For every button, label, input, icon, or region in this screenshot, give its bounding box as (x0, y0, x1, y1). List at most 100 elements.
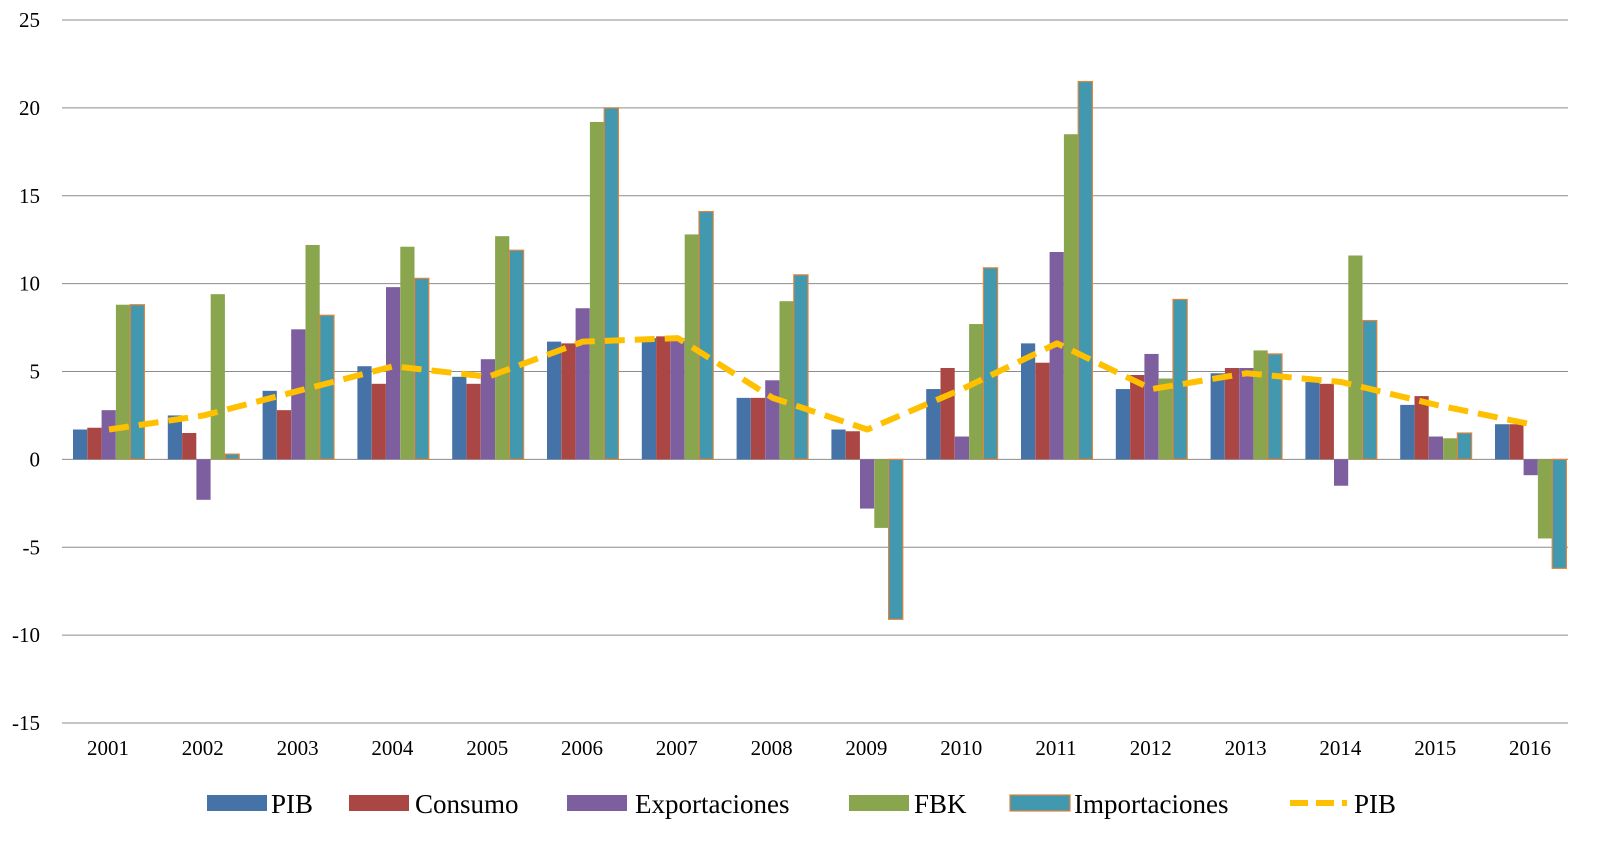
y-tick-label: 10 (19, 272, 40, 296)
bar-exportaciones-2004 (386, 287, 401, 460)
bar-importaciones-2002 (224, 453, 240, 460)
bar-pib-2012 (1115, 389, 1130, 460)
bar-consumo-2008 (750, 397, 766, 460)
bar-pib-2005 (452, 376, 467, 460)
bar-exportaciones-2014 (1334, 459, 1349, 486)
bar-pib-2006 (547, 341, 562, 460)
x-tick-label: 2010 (940, 736, 982, 760)
y-tick-label: 25 (19, 8, 40, 32)
bar-consumo-2005 (466, 383, 481, 460)
bar-pib-2003 (262, 390, 277, 460)
y-tick-label: -10 (12, 623, 40, 647)
bar-fbk-2014 (1348, 255, 1363, 460)
bar-consumo-2015 (1414, 396, 1429, 460)
x-tick-label: 2007 (656, 736, 698, 760)
bar-fbk-2004 (400, 246, 415, 460)
bar-consumo-2014 (1319, 383, 1334, 460)
y-tick-label: -15 (12, 711, 40, 735)
bar-importaciones-2006 (603, 107, 620, 460)
bar-pib-2007 (641, 338, 656, 460)
bar-consumo-2011 (1035, 362, 1050, 460)
bar-pib-2002 (167, 415, 182, 460)
bar-pib-2001 (73, 429, 88, 460)
bar-exportaciones-2009 (860, 459, 875, 509)
bar-pib-2008 (736, 397, 751, 460)
bar-fbk-2009 (874, 459, 889, 528)
x-tick-label: 2009 (845, 736, 887, 760)
x-tick-label: 2015 (1414, 736, 1456, 760)
bar-fbk-2012 (1158, 378, 1173, 460)
x-tick-label: 2008 (751, 736, 793, 760)
bar-importaciones-2016 (1551, 458, 1567, 569)
legend: PIB Consumo Exportaciones FBK Importaciones P… (207, 789, 1396, 819)
legend-label: PIB (271, 789, 313, 819)
bar-consumo-2006 (561, 343, 576, 460)
bar-exportaciones-2005 (480, 359, 495, 460)
bar-fbk-2008 (779, 301, 794, 460)
bar-exportaciones-2013 (1239, 367, 1254, 460)
x-tick-label: 2003 (277, 736, 319, 760)
y-tick-label: -5 (23, 535, 41, 559)
bar-consumo-2010 (940, 367, 955, 460)
bar-exportaciones-2010 (954, 436, 969, 460)
gridlines (62, 19, 1568, 724)
pib-line (108, 335, 1532, 433)
legend-swatch-fbk (849, 795, 909, 811)
x-tick-label: 2014 (1319, 736, 1362, 760)
bar-fbk-2003 (305, 244, 320, 460)
bar-exportaciones-2002 (196, 459, 211, 500)
bar-pib-2013 (1210, 373, 1225, 460)
bar-importaciones-2012 (1172, 298, 1188, 460)
bar-pib-2009 (831, 429, 846, 460)
bar-fbk-2011 (1063, 134, 1079, 460)
bar-fbk-2007 (684, 234, 699, 460)
line-pib (108, 335, 1532, 433)
bar-fbk-2005 (495, 236, 510, 460)
bar-exportaciones-2016 (1523, 459, 1538, 476)
bar-importaciones-2005 (508, 249, 525, 460)
x-tick-label: 2002 (182, 736, 224, 760)
bar-consumo-2007 (656, 336, 671, 460)
x-tick-label: 2016 (1509, 736, 1551, 760)
bar-importaciones-2008 (793, 274, 809, 460)
bar-consumo-2012 (1130, 375, 1145, 460)
bar-exportaciones-2008 (765, 380, 780, 460)
bar-pib-2015 (1400, 404, 1415, 460)
bar-importaciones-2007 (698, 210, 714, 460)
legend-label: FBK (914, 789, 967, 819)
bar-fbk-2002 (210, 294, 225, 460)
bar-consumo-2016 (1509, 424, 1524, 460)
x-tick-label: 2011 (1035, 736, 1076, 760)
legend-label: Exportaciones (635, 789, 789, 819)
bar-pib-2016 (1495, 424, 1510, 460)
bar-fbk-2016 (1537, 459, 1553, 539)
bar-exportaciones-2001 (101, 410, 116, 460)
bar-exportaciones-2003 (291, 329, 306, 460)
bar-importaciones-2013 (1267, 353, 1283, 460)
bar-fbk-2001 (115, 304, 131, 460)
bar-exportaciones-2011 (1049, 251, 1064, 460)
bar-importaciones-2010 (982, 267, 999, 460)
bar-consumo-2004 (371, 383, 386, 460)
bar-consumo-2013 (1224, 367, 1240, 460)
bar-importaciones-2015 (1456, 432, 1473, 460)
x-axis-tick-labels: 2001 2002 2003 2004 2005 2006 2007 2008 2009 2010… (87, 736, 1551, 760)
legend-label: Importaciones (1074, 789, 1228, 819)
y-tick-label: 15 (19, 184, 40, 208)
bar-pib-2014 (1305, 382, 1320, 460)
bar-exportaciones-2007 (670, 338, 685, 460)
legend-swatch-importaciones (1009, 794, 1071, 812)
bar-exportaciones-2006 (575, 308, 590, 460)
legend-swatch-consumo (349, 795, 409, 811)
legend-label: PIB (1354, 789, 1396, 819)
bar-importaciones-2001 (129, 304, 145, 460)
bars (73, 80, 1567, 620)
x-tick-label: 2006 (561, 736, 603, 760)
bar-exportaciones-2012 (1144, 353, 1159, 460)
x-tick-label: 2001 (87, 736, 129, 760)
bar-consumo-2003 (276, 410, 292, 460)
x-tick-label: 2005 (466, 736, 508, 760)
y-tick-label: 0 (30, 447, 41, 471)
